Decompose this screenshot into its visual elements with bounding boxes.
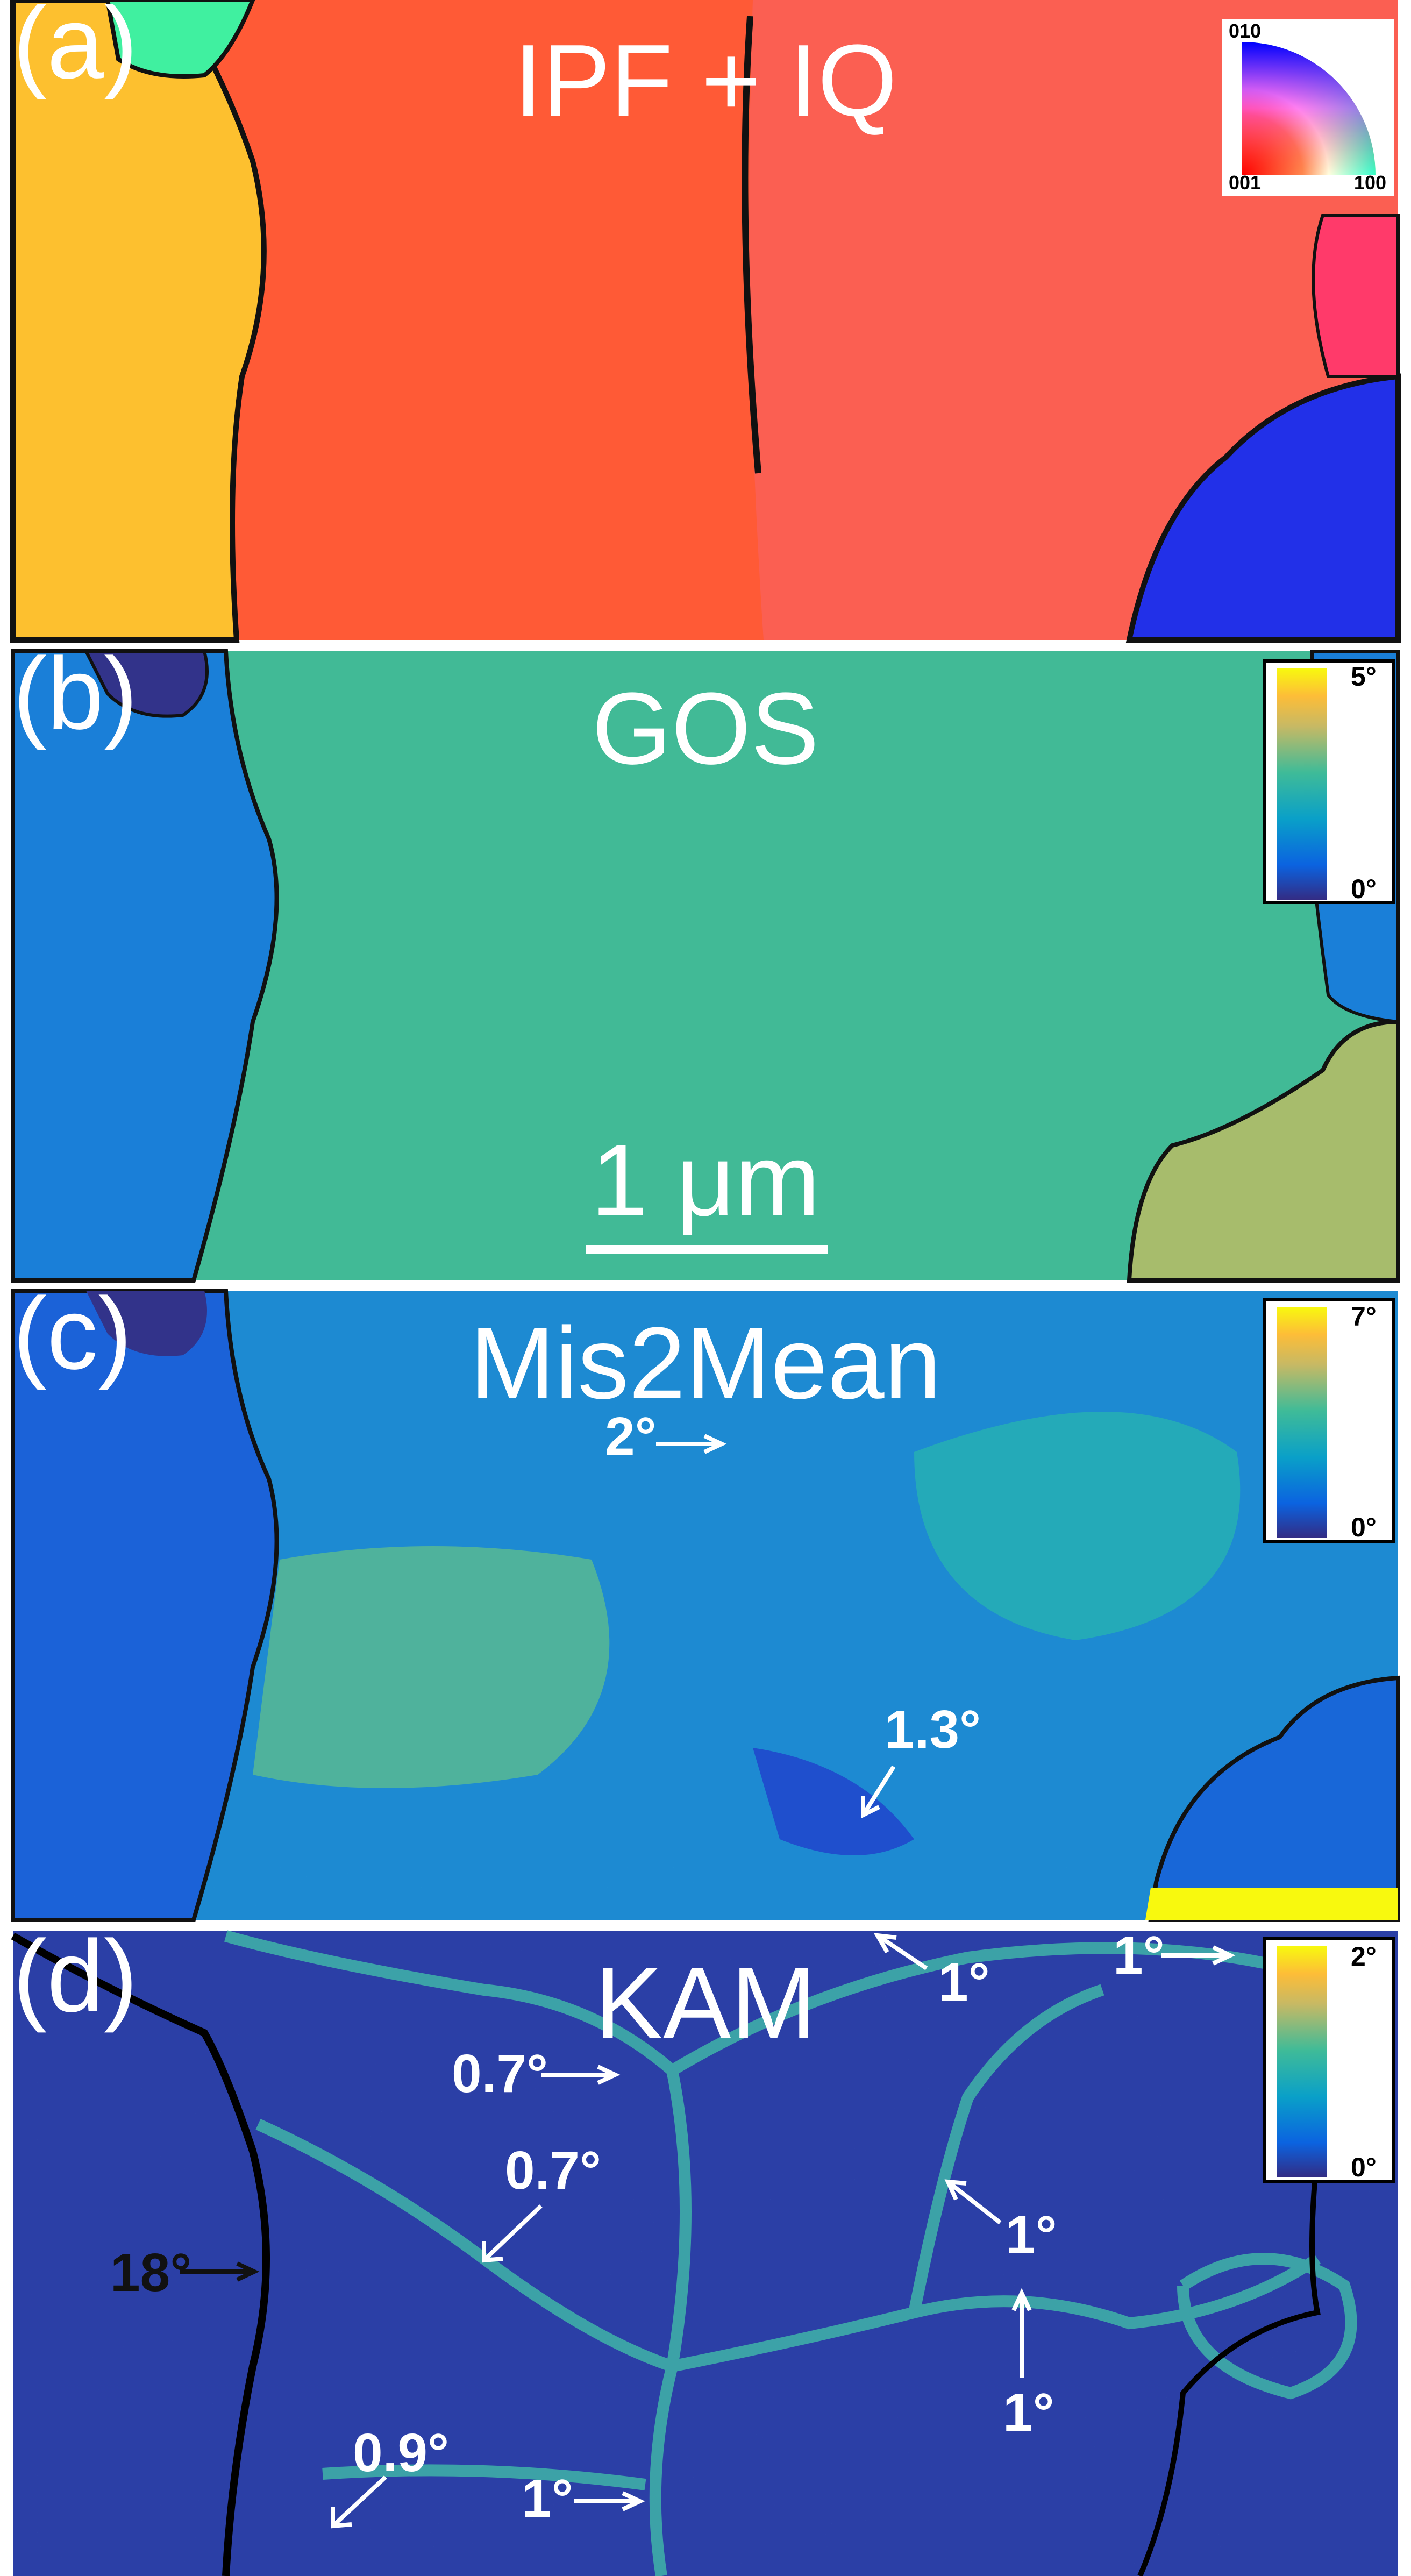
- gos-colorbar: 5° 0°: [1263, 659, 1395, 904]
- ipf-legend-001: 001: [1229, 172, 1261, 194]
- mis2mean-colorbar: 7° 0°: [1263, 1298, 1395, 1543]
- annotation-1deg: 1°: [1006, 2205, 1057, 2265]
- annotation-1deg: 1°: [938, 1952, 990, 2012]
- arrow-icon: [1011, 2288, 1032, 2378]
- kam-colorbar: 2° 0°: [1263, 1937, 1395, 2183]
- panel-b-gos-map: (b) GOS 1 μm 5° 0°: [11, 637, 1400, 1283]
- annotation-2deg: 2°: [605, 1406, 657, 1467]
- panel-a-ipf-map: (a) IPF + IQ 010 001 100: [10, 0, 1401, 643]
- ipf-legend: 010 001 100: [1222, 19, 1394, 196]
- annotation-1-3deg: 1.3°: [885, 1699, 981, 1760]
- panel-c-mis2mean-map: (c) Mis2Mean 2° 1.3° 7° 0°: [11, 1277, 1400, 1922]
- arrow-icon: [574, 2491, 645, 2511]
- panel-c-label: (c): [13, 1277, 132, 1391]
- scale-bar-label: 1 μm: [591, 1123, 820, 1237]
- arrow-icon: [873, 1933, 928, 1970]
- annotation-18deg: 18°: [110, 2243, 191, 2303]
- panel-c-title: Mis2Mean: [470, 1306, 941, 1420]
- arrow-icon: [1161, 1945, 1236, 1966]
- ipf-legend-100: 100: [1354, 172, 1386, 194]
- arrow-icon: [482, 2204, 543, 2263]
- arrow-icon: [656, 1434, 727, 1454]
- panel-b-title: GOS: [592, 672, 819, 786]
- annotation-1deg: 1°: [1003, 2382, 1054, 2443]
- colorbar-min: 0°: [1351, 874, 1377, 904]
- annotation-0-7deg: 0.7°: [452, 2044, 548, 2104]
- panel-d-title: KAM: [595, 1946, 816, 2060]
- arrow-icon: [944, 2179, 1002, 2225]
- panel-d-kam-map: (d) KAM 0.7° 0.7° 1° 1° 1° 1° 18° 0.9° 1…: [11, 1919, 1398, 2576]
- colorbar-max: 5°: [1351, 661, 1377, 692]
- panel-b-label: (b): [13, 637, 138, 751]
- arrow-icon: [861, 1765, 896, 1819]
- colorbar-min: 0°: [1351, 2152, 1377, 2182]
- annotation-0-9deg: 0.9°: [353, 2423, 449, 2483]
- annotation-1deg: 1°: [522, 2468, 573, 2529]
- arrow-icon: [180, 2261, 260, 2282]
- arrow-icon: [541, 2065, 621, 2085]
- panel-a-title: IPF + IQ: [514, 24, 897, 138]
- panel-d-label: (d): [13, 1919, 138, 2033]
- scale-bar: [586, 1245, 828, 1254]
- colorbar-max: 2°: [1351, 1941, 1377, 1972]
- annotation-1deg: 1°: [1113, 1925, 1165, 1986]
- colorbar-min: 0°: [1351, 1512, 1377, 1542]
- ipf-legend-010: 010: [1229, 20, 1261, 42]
- arrow-icon: [331, 2475, 387, 2529]
- panel-a-label: (a): [13, 0, 138, 100]
- colorbar-max: 7°: [1351, 1301, 1377, 1332]
- annotation-0-7deg: 0.7°: [505, 2140, 601, 2201]
